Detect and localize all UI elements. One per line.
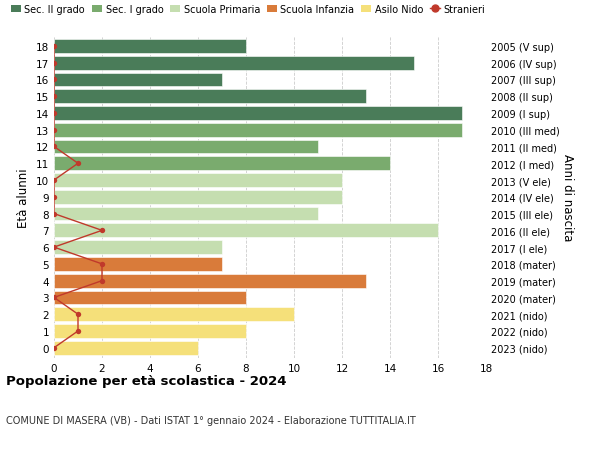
Point <box>73 328 83 335</box>
Bar <box>54 190 342 204</box>
Point <box>49 210 59 218</box>
Point <box>97 227 107 235</box>
Point <box>73 311 83 318</box>
Bar <box>54 308 294 321</box>
Bar <box>54 325 246 338</box>
Y-axis label: Anni di nascita: Anni di nascita <box>560 154 574 241</box>
Point <box>49 177 59 185</box>
Point <box>49 110 59 118</box>
Bar <box>54 241 222 254</box>
Bar <box>54 40 246 54</box>
Bar <box>54 174 342 187</box>
Bar <box>54 291 246 305</box>
Point <box>49 144 59 151</box>
Bar <box>54 90 366 104</box>
Point <box>97 261 107 268</box>
Bar <box>54 140 318 154</box>
Bar <box>54 224 438 238</box>
Point <box>49 344 59 352</box>
Legend: Sec. II grado, Sec. I grado, Scuola Primaria, Scuola Infanzia, Asilo Nido, Stran: Sec. II grado, Sec. I grado, Scuola Prim… <box>11 5 485 15</box>
Point <box>49 194 59 201</box>
Bar <box>54 107 462 121</box>
Bar <box>54 341 198 355</box>
Bar <box>54 207 318 221</box>
Bar <box>54 157 390 171</box>
Bar <box>54 274 366 288</box>
Point <box>49 93 59 101</box>
Bar <box>54 73 222 87</box>
Point <box>97 277 107 285</box>
Text: Popolazione per età scolastica - 2024: Popolazione per età scolastica - 2024 <box>6 374 287 387</box>
Bar <box>54 257 222 271</box>
Point <box>49 43 59 50</box>
Point <box>49 60 59 67</box>
Bar <box>54 56 414 70</box>
Text: COMUNE DI MASERA (VB) - Dati ISTAT 1° gennaio 2024 - Elaborazione TUTTITALIA.IT: COMUNE DI MASERA (VB) - Dati ISTAT 1° ge… <box>6 415 416 425</box>
Point <box>73 160 83 168</box>
Point <box>49 127 59 134</box>
Y-axis label: Età alunni: Età alunni <box>17 168 31 227</box>
Bar <box>54 123 462 137</box>
Point <box>49 77 59 84</box>
Point <box>49 244 59 251</box>
Point <box>49 294 59 302</box>
